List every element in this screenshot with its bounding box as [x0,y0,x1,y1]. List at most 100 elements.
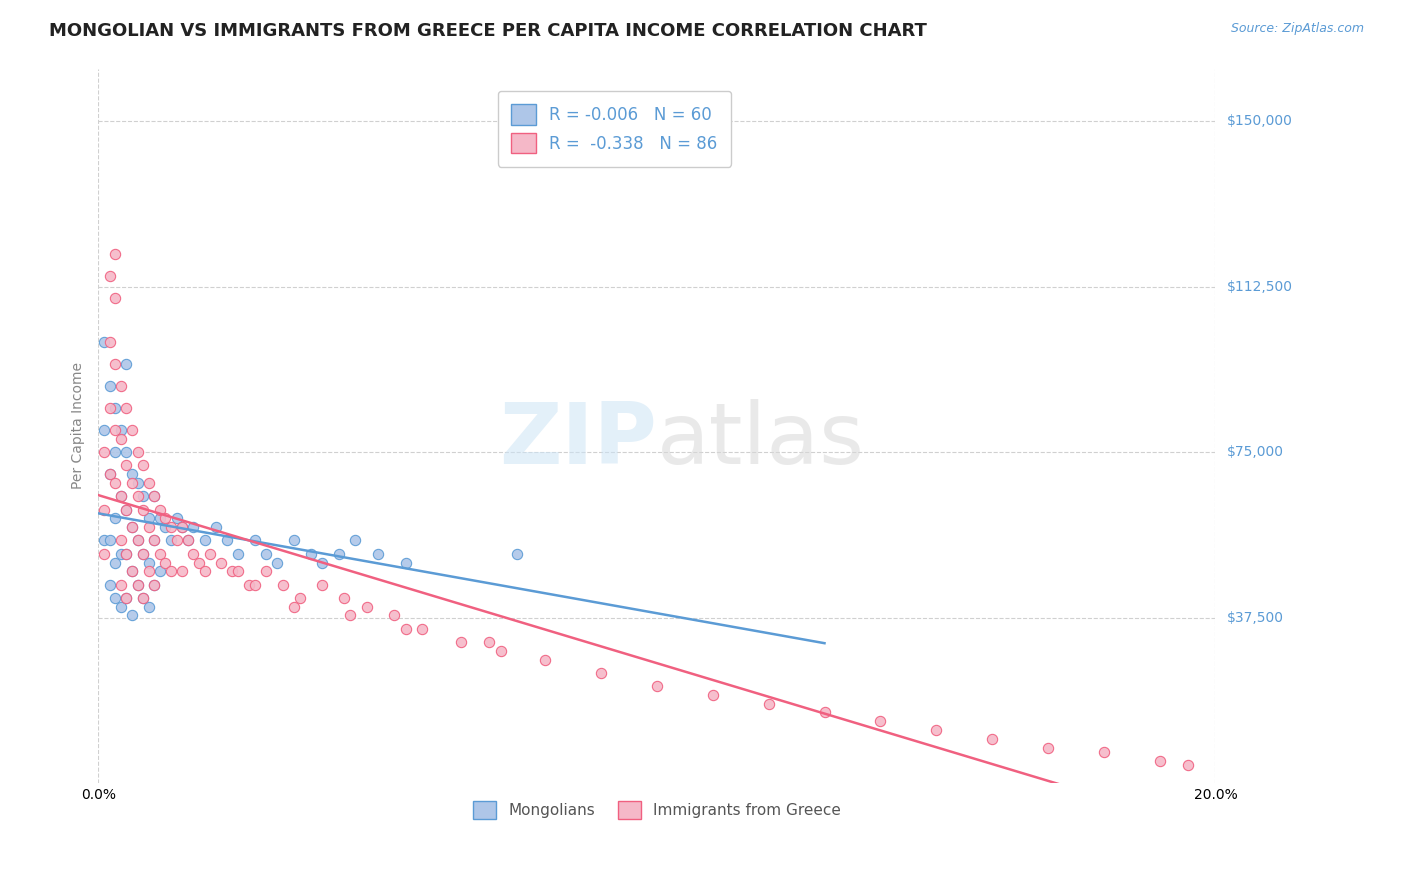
Point [104,511,127,525]
Y-axis label: Per Capita Income: Per Capita Income [72,362,86,490]
Text: MONGOLIAN VS IMMIGRANTS FROM GREECE PER CAPITA INCOME CORRELATION CHART: MONGOLIAN VS IMMIGRANTS FROM GREECE PER … [49,22,927,40]
Point [110,379,132,393]
Point [198,547,221,561]
Point [271,577,294,591]
Point [98,334,121,349]
Point [311,556,333,570]
Point [121,476,143,491]
Point [115,357,138,371]
Point [925,723,948,738]
Point [193,565,215,579]
Point [149,511,172,525]
Point [110,489,132,503]
Point [98,533,121,548]
Point [143,577,166,591]
Point [127,577,149,591]
Text: $37,500: $37,500 [1226,611,1284,624]
Point [226,547,249,561]
Point [127,577,149,591]
Point [115,445,138,459]
Point [127,533,149,548]
Point [193,533,215,548]
Point [98,467,121,482]
Point [115,591,138,605]
Point [115,458,138,473]
Point [115,502,138,516]
Point [869,714,891,729]
Point [215,533,238,548]
Text: $150,000: $150,000 [1226,114,1292,128]
Point [110,489,132,503]
Point [93,445,115,459]
Point [1177,758,1199,772]
Point [394,622,416,636]
Point [132,458,155,473]
Point [209,556,232,570]
Text: atlas: atlas [657,399,865,482]
Point [93,334,115,349]
Point [115,502,138,516]
Point [143,533,166,548]
Point [104,357,127,371]
Point [411,622,433,636]
Point [149,547,172,561]
Point [132,591,155,605]
Point [177,533,200,548]
Point [138,511,160,525]
Point [188,556,211,570]
Point [243,533,266,548]
Point [98,401,121,416]
Point [115,547,138,561]
Point [127,445,149,459]
Point [183,520,205,534]
Point [121,520,143,534]
Point [121,608,143,623]
Text: ZIP: ZIP [499,399,657,482]
Point [104,445,127,459]
Point [110,599,132,614]
Point [93,547,115,561]
Point [183,547,205,561]
Point [166,533,188,548]
Point [104,291,127,305]
Point [143,489,166,503]
Point [93,423,115,437]
Point [367,547,389,561]
Point [283,533,305,548]
Point [138,556,160,570]
Point [115,547,138,561]
Point [143,577,166,591]
Point [299,547,322,561]
Point [384,608,406,623]
Point [204,520,226,534]
Point [138,520,160,534]
Point [702,688,724,702]
Point [98,577,121,591]
Point [172,520,194,534]
Point [254,547,277,561]
Point [115,401,138,416]
Point [132,489,155,503]
Point [339,608,361,623]
Point [177,533,200,548]
Point [155,520,177,534]
Point [328,547,350,561]
Point [155,511,177,525]
Point [110,577,132,591]
Text: $75,000: $75,000 [1226,445,1284,459]
Point [226,565,249,579]
Point [138,599,160,614]
Point [132,502,155,516]
Point [981,731,1004,746]
Point [172,520,194,534]
Point [221,565,243,579]
Point [333,591,356,605]
Point [1036,740,1059,755]
Point [160,565,183,579]
Point [93,502,115,516]
Point [149,565,172,579]
Point [93,533,115,548]
Point [110,533,132,548]
Point [127,489,149,503]
Point [394,556,416,570]
